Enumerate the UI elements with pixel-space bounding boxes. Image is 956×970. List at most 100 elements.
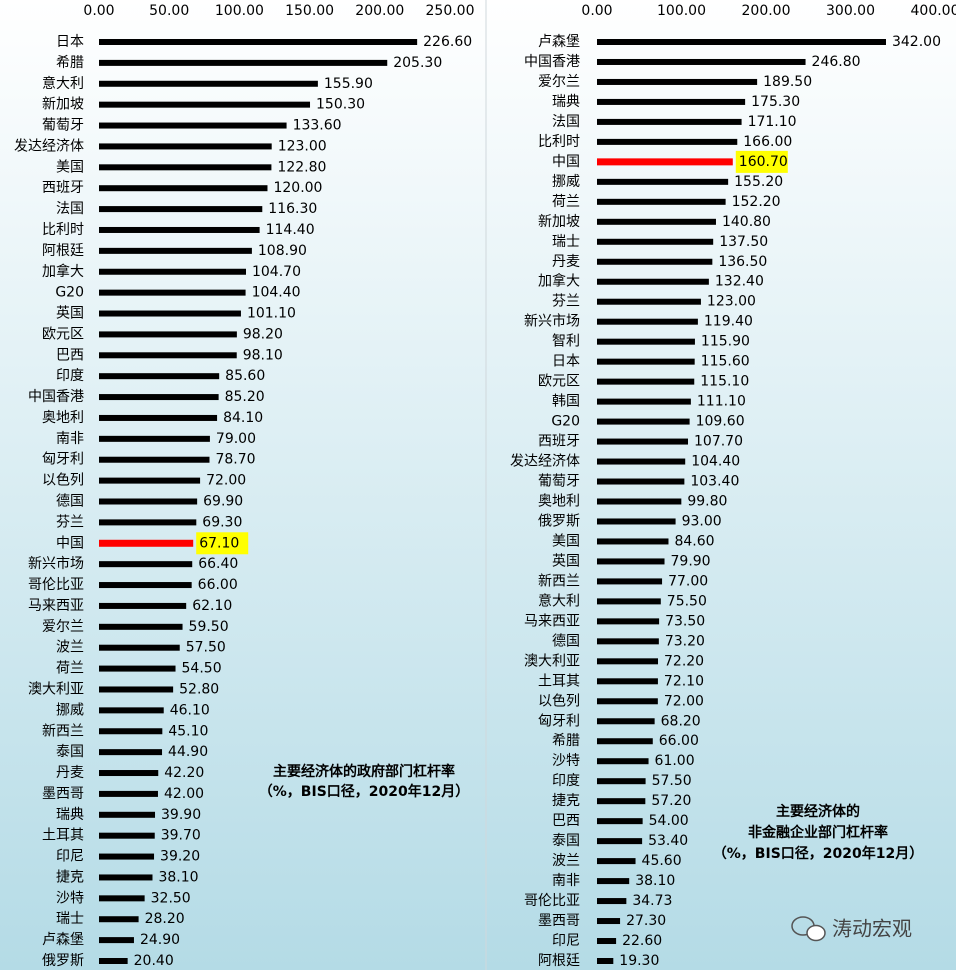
category-label: 英国 bbox=[552, 552, 580, 569]
value-label: 246.80 bbox=[812, 54, 861, 70]
bar bbox=[99, 853, 155, 860]
value-label: 84.60 bbox=[674, 533, 714, 549]
bar bbox=[597, 638, 659, 645]
category-label: 奥地利 bbox=[538, 493, 580, 510]
bar bbox=[99, 456, 210, 463]
chart-title: （%，BIS口径，2020年12月） bbox=[259, 783, 469, 800]
value-label: 52.80 bbox=[179, 681, 219, 697]
value-label: 189.50 bbox=[763, 74, 812, 90]
bar bbox=[99, 498, 198, 505]
bar bbox=[597, 858, 636, 865]
category-label: 沙特 bbox=[56, 890, 84, 906]
value-label: 57.50 bbox=[186, 640, 226, 656]
bar bbox=[597, 318, 698, 325]
bar bbox=[597, 198, 726, 205]
bar bbox=[597, 558, 665, 565]
value-label: 101.10 bbox=[247, 306, 296, 322]
label-highlight bbox=[735, 150, 788, 173]
category-label: 中国香港 bbox=[524, 54, 580, 70]
category-label: 加拿大 bbox=[42, 263, 84, 280]
value-label: 61.00 bbox=[655, 753, 695, 769]
category-label: 以色列 bbox=[538, 692, 580, 709]
x-tick-label: 50.00 bbox=[149, 3, 189, 19]
value-label: 38.10 bbox=[158, 869, 198, 885]
bar bbox=[99, 164, 272, 171]
bar bbox=[99, 561, 193, 568]
bar bbox=[597, 658, 659, 665]
category-label: 泰国 bbox=[56, 744, 84, 760]
bar bbox=[99, 394, 219, 401]
value-label: 155.20 bbox=[734, 174, 783, 190]
bar bbox=[597, 898, 627, 905]
value-label: 122.80 bbox=[277, 159, 326, 175]
bar bbox=[99, 937, 134, 944]
category-label: 欧元区 bbox=[42, 326, 84, 342]
value-label: 115.90 bbox=[701, 334, 750, 350]
value-label: 75.50 bbox=[667, 593, 707, 609]
value-label: 111.10 bbox=[697, 394, 746, 410]
category-label: 阿根廷 bbox=[538, 953, 580, 969]
bar bbox=[597, 218, 716, 225]
category-label: 泰国 bbox=[552, 833, 580, 849]
value-label: 79.90 bbox=[671, 553, 711, 569]
category-label: 马来西亚 bbox=[28, 598, 84, 614]
chart-title: 主要经济体的政府部门杠杆率 bbox=[273, 763, 455, 780]
category-label: 匈牙利 bbox=[538, 713, 580, 729]
category-label: 波兰 bbox=[552, 853, 580, 869]
value-label: 109.60 bbox=[696, 414, 745, 430]
value-label: 28.20 bbox=[145, 911, 185, 927]
category-label: G20 bbox=[55, 285, 84, 301]
category-label: 奥地利 bbox=[42, 409, 84, 426]
category-label: 加拿大 bbox=[538, 273, 580, 290]
category-label: 新兴市场 bbox=[524, 313, 580, 330]
category-label: 马来西亚 bbox=[524, 613, 580, 629]
value-label: 226.60 bbox=[423, 34, 472, 50]
category-label: 美国 bbox=[56, 159, 84, 175]
category-label: 意大利 bbox=[42, 75, 84, 92]
value-label: 85.60 bbox=[225, 368, 265, 384]
bar bbox=[597, 798, 646, 805]
category-label: G20 bbox=[551, 414, 580, 430]
bar bbox=[597, 598, 661, 605]
value-label: 73.20 bbox=[665, 633, 705, 649]
category-label: 匈牙利 bbox=[42, 452, 84, 468]
bar bbox=[99, 916, 139, 923]
label-highlight bbox=[196, 532, 249, 555]
bar bbox=[597, 298, 701, 305]
value-label: 42.20 bbox=[164, 765, 204, 781]
value-label: 22.60 bbox=[622, 933, 662, 949]
value-label: 140.80 bbox=[722, 214, 771, 230]
bar bbox=[99, 519, 197, 526]
category-label: 法国 bbox=[56, 201, 84, 217]
bar bbox=[597, 758, 649, 765]
category-label: 南非 bbox=[552, 873, 580, 889]
bar bbox=[99, 686, 174, 693]
category-label: 葡萄牙 bbox=[538, 474, 580, 490]
value-label: 53.40 bbox=[648, 833, 688, 849]
bar bbox=[99, 602, 187, 609]
value-label: 54.50 bbox=[182, 661, 222, 677]
category-label: 新加坡 bbox=[538, 214, 580, 230]
bar bbox=[597, 138, 738, 145]
bar bbox=[99, 101, 311, 108]
bar bbox=[597, 958, 614, 964]
category-label: 希腊 bbox=[552, 733, 580, 749]
value-label: 137.50 bbox=[719, 234, 768, 250]
value-label: 133.60 bbox=[293, 118, 342, 134]
bar bbox=[99, 770, 159, 777]
category-label: 俄罗斯 bbox=[42, 953, 84, 969]
value-label: 45.10 bbox=[168, 723, 208, 739]
category-label: 发达经济体 bbox=[14, 138, 84, 154]
category-label: 土耳其 bbox=[42, 828, 84, 844]
value-label: 42.00 bbox=[164, 786, 204, 802]
bar bbox=[597, 39, 886, 45]
category-label: 印尼 bbox=[56, 849, 84, 865]
value-label: 99.80 bbox=[687, 494, 727, 510]
value-label: 150.30 bbox=[316, 97, 365, 113]
bar bbox=[99, 790, 158, 797]
category-label: 卢森堡 bbox=[538, 34, 580, 50]
bar bbox=[99, 895, 145, 902]
value-label: 57.20 bbox=[651, 793, 691, 809]
category-label: 澳大利亚 bbox=[28, 681, 84, 697]
value-label: 205.30 bbox=[393, 55, 442, 71]
